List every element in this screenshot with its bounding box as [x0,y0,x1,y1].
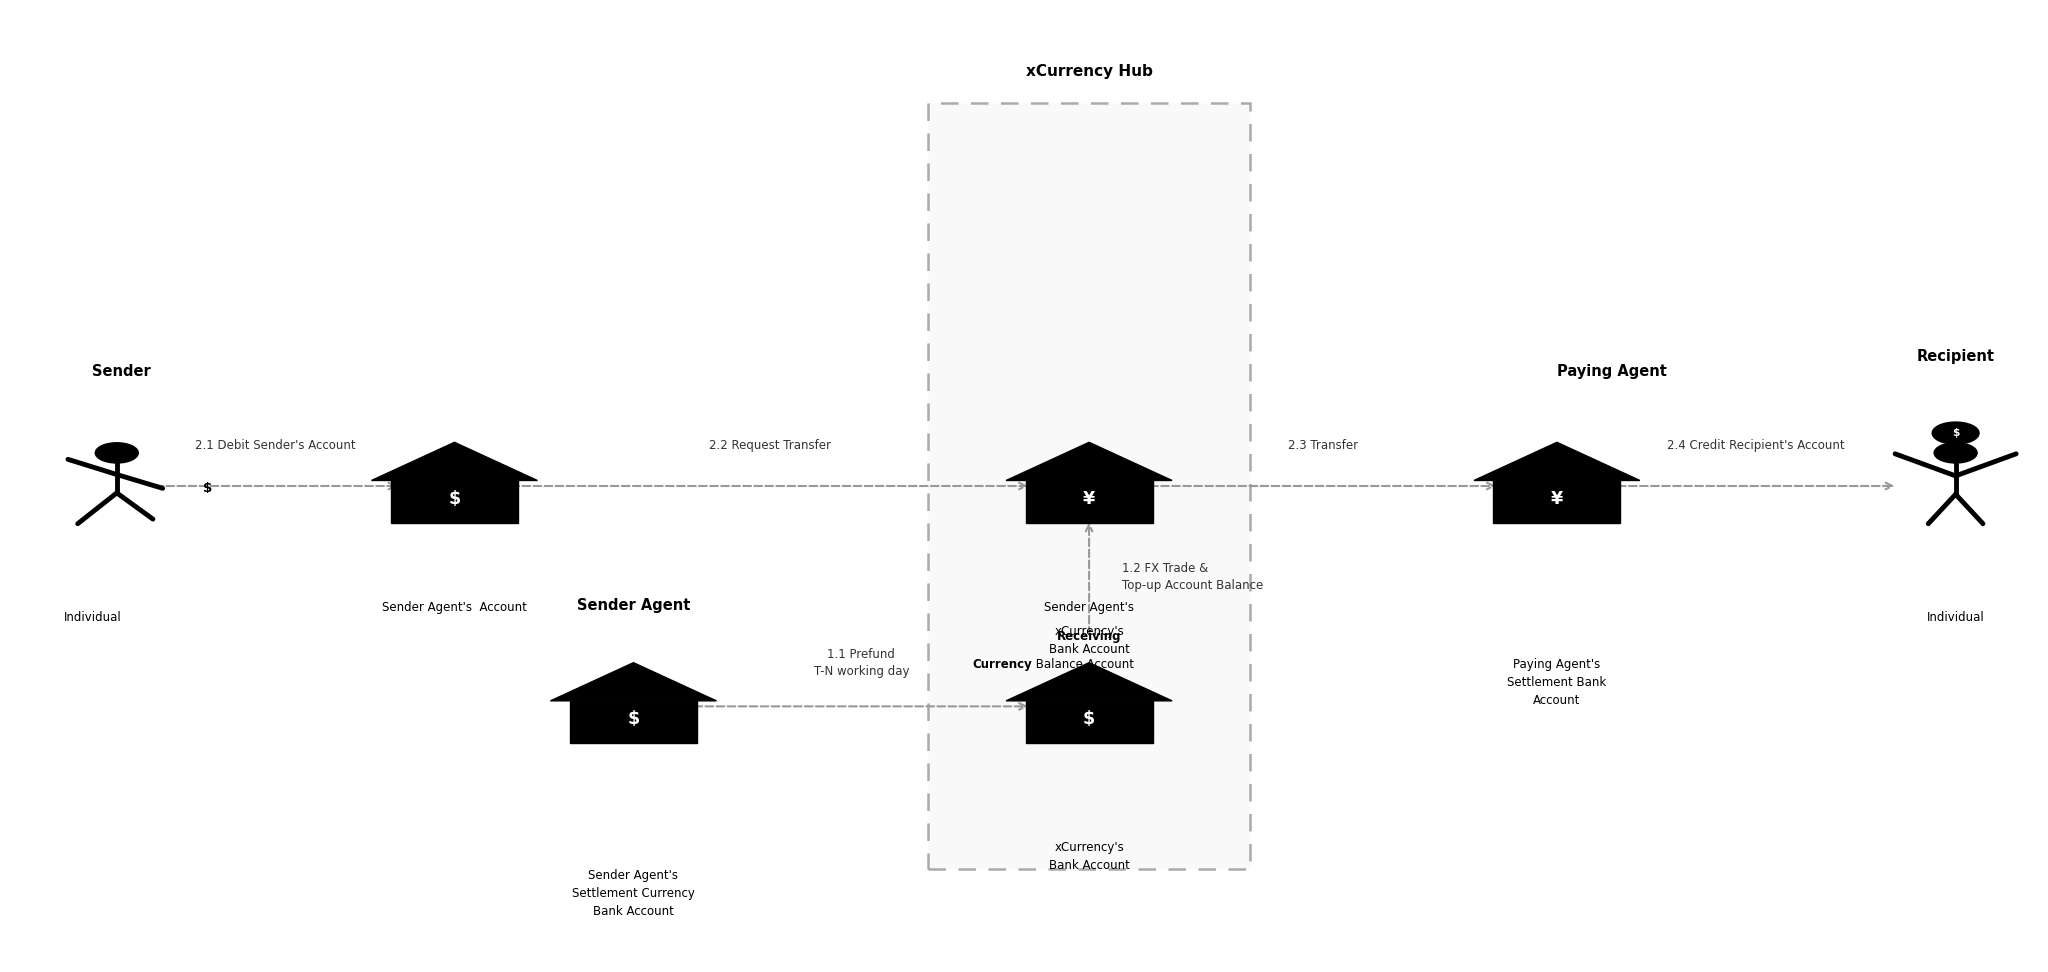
Polygon shape [1493,480,1620,523]
Polygon shape [391,480,518,523]
Polygon shape [1026,701,1153,744]
Text: Currency: Currency [973,658,1032,672]
Text: $: $ [203,482,213,495]
Text: Paying Agent's
Settlement Bank
Account: Paying Agent's Settlement Bank Account [1507,658,1606,708]
Polygon shape [1475,442,1640,480]
Text: Balance Account: Balance Account [1032,658,1135,672]
Text: xCurrency's
Bank Account: xCurrency's Bank Account [1049,625,1130,656]
Text: Sender Agent: Sender Agent [578,598,690,613]
Text: $: $ [1952,428,1960,438]
Polygon shape [1006,442,1171,480]
Text: 1.2 FX Trade &
Top-up Account Balance: 1.2 FX Trade & Top-up Account Balance [1122,562,1264,592]
Text: Individual: Individual [63,610,121,624]
Polygon shape [569,701,696,744]
Polygon shape [1026,480,1153,523]
Text: xCurrency Hub: xCurrency Hub [1026,64,1153,79]
Text: 2.1 Debit Sender's Account: 2.1 Debit Sender's Account [195,439,356,453]
Text: 2.3 Transfer: 2.3 Transfer [1288,439,1358,453]
Text: Sender Agent's
Settlement Currency
Bank Account: Sender Agent's Settlement Currency Bank … [571,869,694,919]
Polygon shape [371,442,537,480]
Text: 1.1 Prefund
T-N working day: 1.1 Prefund T-N working day [813,647,909,677]
Text: xCurrency's
Bank Account: xCurrency's Bank Account [1049,841,1130,872]
Text: Sender Agent's  Account: Sender Agent's Account [383,601,526,614]
Circle shape [1933,443,1976,463]
Text: $: $ [449,490,461,508]
Text: ¥: ¥ [1550,490,1563,508]
Circle shape [96,443,139,463]
Polygon shape [551,663,717,701]
Text: Sender: Sender [92,364,152,378]
Circle shape [1931,422,1978,444]
Text: Recipient: Recipient [1917,349,1995,364]
Text: $: $ [1083,711,1096,728]
Text: 2.4 Credit Recipient's Account: 2.4 Credit Recipient's Account [1667,439,1845,453]
Text: 2.2 Request Transfer: 2.2 Request Transfer [709,439,831,453]
Polygon shape [1006,663,1171,701]
Text: Receiving: Receiving [1057,630,1122,642]
Text: Individual: Individual [1927,610,1985,624]
Text: $: $ [627,711,639,728]
Text: ¥: ¥ [1083,490,1096,508]
FancyBboxPatch shape [928,103,1249,869]
Text: Sender Agent's: Sender Agent's [1044,601,1135,614]
Text: Paying Agent: Paying Agent [1556,364,1667,378]
